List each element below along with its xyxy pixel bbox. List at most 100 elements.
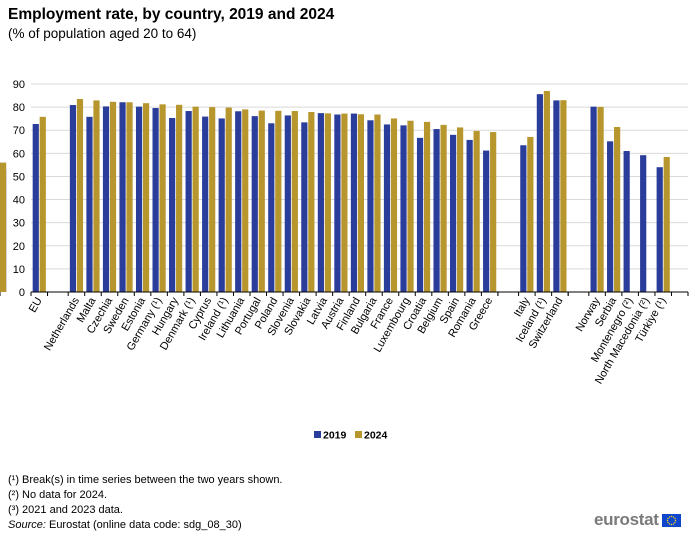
- bar-2019: [590, 106, 597, 292]
- flag-star: [667, 517, 669, 519]
- bar-2024: [341, 113, 348, 293]
- source-text: Eurostat (online data code: sdg_08_30): [45, 519, 242, 531]
- bar-2019: [218, 118, 225, 293]
- bar-2019: [235, 111, 242, 292]
- bar-2024: [209, 107, 216, 292]
- bar-2024: [527, 136, 534, 292]
- bar-2019: [268, 123, 275, 293]
- bar-2024: [407, 120, 414, 292]
- bar-2019: [450, 134, 457, 292]
- x-tick-label: EU: [27, 295, 45, 314]
- bar-2019: [400, 125, 407, 292]
- legend: 2019 2024: [314, 430, 388, 442]
- bar-2019: [656, 167, 663, 292]
- bar-2019: [607, 141, 614, 292]
- flag-star: [672, 515, 674, 518]
- logo-wordmark: eurostat: [594, 510, 659, 529]
- bar-2019: [383, 124, 391, 292]
- bar-2024: [0, 162, 7, 292]
- bar-2019: [416, 137, 424, 292]
- bar-2019: [317, 113, 324, 293]
- footnote-break-in-series: (¹) Break(s) in time series between the …: [8, 474, 283, 486]
- bar-2019: [69, 105, 77, 292]
- bar-2024: [142, 103, 150, 292]
- y-tick-label: 40: [13, 195, 25, 207]
- y-tick-label: 0: [19, 287, 25, 299]
- bar-2024: [324, 113, 331, 293]
- bar-2019: [466, 139, 473, 292]
- bar-2024: [291, 111, 298, 292]
- chart-subtitle: (% of population aged 20 to 64): [8, 26, 197, 41]
- bars: [0, 90, 670, 293]
- flag-star: [673, 517, 676, 519]
- flag-star: [668, 515, 670, 518]
- bar-2024: [490, 132, 497, 292]
- bar-2024: [242, 109, 249, 292]
- bar-2019: [169, 117, 176, 293]
- source-line: Source: Eurostat (online data code: sdg_…: [8, 518, 283, 533]
- flag-star: [672, 522, 674, 525]
- flag-star: [674, 519, 676, 521]
- bar-2024: [225, 107, 232, 292]
- y-tick-label: 50: [13, 171, 25, 183]
- x-tick-label: Netherlands: [42, 295, 82, 353]
- x-axis-labels: EUNetherlandsMaltaCzechiaSwedenEstoniaGe…: [27, 295, 669, 386]
- y-axis-ticks: 0 10 20 30 40 50 60 70 80 90: [13, 79, 25, 299]
- y-tick-label: 10: [13, 264, 25, 276]
- bar-2019: [86, 116, 93, 292]
- bar-2024: [39, 116, 46, 292]
- footnote-no-data: (²) No data for 2024.: [8, 489, 108, 501]
- bar-2019: [553, 100, 560, 292]
- legend-label-2019: 2019: [323, 430, 347, 442]
- legend-swatch-2024: [355, 431, 362, 438]
- bar-2019: [433, 129, 440, 292]
- legend-label-2024: 2024: [364, 430, 388, 442]
- flag-star: [670, 523, 672, 525]
- bar-2019: [350, 113, 358, 293]
- flag-star: [673, 521, 676, 523]
- bar-2024: [93, 100, 100, 292]
- bar-2024: [440, 124, 447, 292]
- bar-2024: [560, 100, 567, 292]
- bar-2019: [152, 108, 159, 292]
- bar-2024: [192, 106, 199, 292]
- bar-2019: [536, 94, 543, 293]
- x-axis: [0, 291, 689, 296]
- footnote-years: (³) 2021 and 2023 data.: [8, 504, 123, 516]
- bar-2019: [202, 116, 209, 292]
- bar-2024: [159, 104, 166, 293]
- bar-chart: 0 10 20 30 40 50 60 70 80 90 EUNetherlandsMaltaCz…: [0, 79, 689, 442]
- bar-2019: [301, 122, 308, 292]
- bar-2019: [623, 151, 630, 292]
- bar-2019: [367, 120, 374, 292]
- bar-2024: [176, 104, 183, 292]
- bar-2019: [102, 106, 110, 292]
- flag-star: [667, 521, 669, 523]
- flag-star: [670, 515, 672, 517]
- bar-2024: [126, 102, 133, 292]
- bar-2024: [423, 121, 431, 292]
- chart-title: Employment rate, by country, 2019 and 20…: [8, 6, 335, 23]
- eurostat-logo: eurostat: [594, 510, 681, 530]
- y-tick-label: 70: [13, 125, 25, 137]
- bar-2024: [357, 114, 365, 292]
- bar-2024: [308, 111, 315, 292]
- bar-2019: [483, 150, 490, 292]
- bar-2019: [251, 116, 258, 292]
- bar-2024: [258, 110, 265, 292]
- bar-2019: [334, 114, 341, 292]
- y-tick-label: 30: [13, 218, 25, 230]
- y-tick-label: 90: [13, 79, 25, 91]
- bar-2024: [390, 118, 398, 293]
- bar-2024: [76, 99, 84, 293]
- bar-2024: [374, 114, 381, 292]
- bar-2024: [473, 130, 480, 292]
- bar-2024: [543, 90, 550, 292]
- bar-2019: [185, 111, 192, 292]
- flag-star: [668, 522, 670, 525]
- bar-2019: [284, 115, 291, 292]
- y-tick-label: 20: [13, 241, 25, 253]
- bar-2024: [457, 127, 464, 293]
- bar-2024: [109, 101, 117, 292]
- legend-swatch-2019: [314, 431, 321, 438]
